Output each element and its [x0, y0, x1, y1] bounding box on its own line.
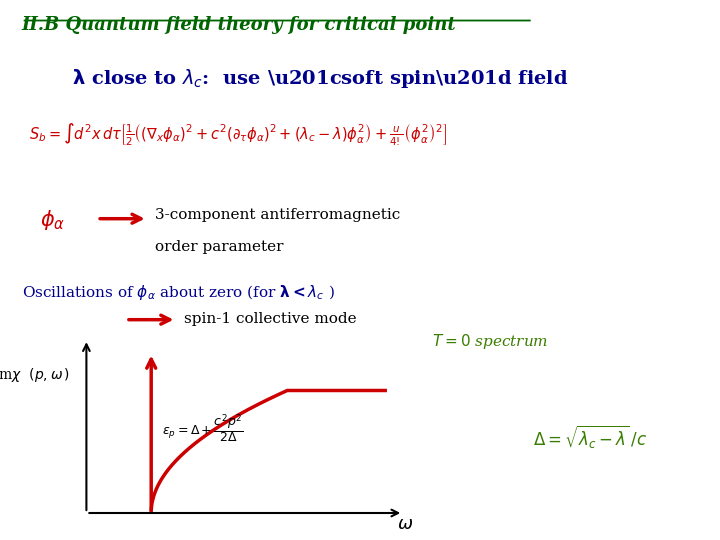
Text: $\phi_\alpha$: $\phi_\alpha$ — [40, 208, 65, 232]
Text: spin-1 collective mode: spin-1 collective mode — [184, 312, 356, 326]
Text: $\Delta = \sqrt{\lambda_c - \lambda}\,/c$: $\Delta = \sqrt{\lambda_c - \lambda}\,/c… — [533, 424, 647, 451]
Text: $\varepsilon_p = \Delta + \dfrac{c^2 p^2}{2\Delta}$: $\varepsilon_p = \Delta + \dfrac{c^2 p^2… — [162, 412, 243, 444]
Text: $\omega$: $\omega$ — [397, 515, 413, 533]
Text: Oscillations of $\phi_\alpha$ about zero (for $\boldsymbol{\lambda < \lambda_c}$: Oscillations of $\phi_\alpha$ about zero… — [22, 284, 334, 302]
Text: $\boldsymbol{\lambda}$ close to $\boldsymbol{\lambda_c}$:  use \u201csoft spin\u: $\boldsymbol{\lambda}$ close to $\boldsy… — [72, 68, 569, 91]
Text: Im$\chi$  $(p,\omega\,)$: Im$\chi$ $(p,\omega\,)$ — [0, 366, 71, 384]
Text: $T{=}0$ spectrum: $T{=}0$ spectrum — [432, 332, 549, 351]
Text: $S_b = \int d^2x\,d\tau \left[\frac{1}{2}\left((\nabla_x \phi_\alpha)^2 + c^2(\p: $S_b = \int d^2x\,d\tau \left[\frac{1}{2… — [29, 122, 447, 148]
Text: order parameter: order parameter — [155, 240, 283, 254]
Text: II.B Quantum field theory for critical point: II.B Quantum field theory for critical p… — [22, 16, 456, 34]
Text: 3-component antiferromagnetic: 3-component antiferromagnetic — [155, 208, 400, 222]
